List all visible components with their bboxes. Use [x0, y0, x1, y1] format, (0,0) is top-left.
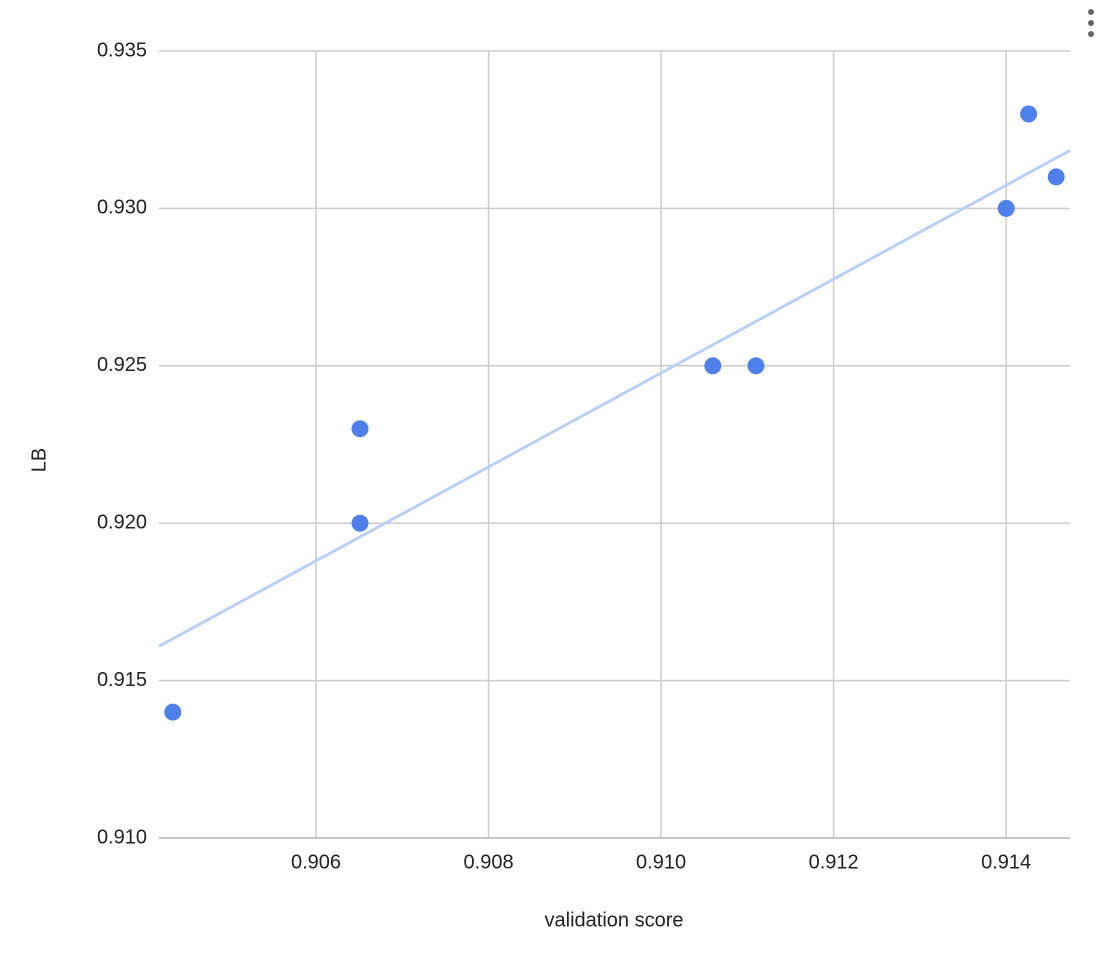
point	[704, 357, 722, 375]
point	[1020, 105, 1038, 123]
trendline	[158, 149, 1071, 648]
y-tick-label: 0.920	[97, 511, 147, 533]
point	[997, 199, 1015, 217]
point	[351, 514, 369, 532]
point	[351, 420, 369, 438]
y-tick-label: 0.925	[97, 354, 147, 376]
y-tick-label: 0.935	[97, 39, 147, 61]
point	[747, 357, 765, 375]
x-tick-label: 0.910	[636, 851, 686, 873]
x-tick-label: 0.906	[291, 851, 341, 873]
menu-icon[interactable]	[1088, 9, 1094, 37]
point	[164, 703, 182, 721]
y-tick-label: 0.915	[97, 669, 147, 691]
x-tick-label: 0.914	[981, 851, 1031, 873]
y-tick-label: 0.930	[97, 197, 147, 219]
y-axis-title: LB	[28, 448, 50, 472]
x-tick-label: 0.908	[464, 851, 514, 873]
point	[1047, 168, 1065, 186]
x-axis-title: validation score	[545, 909, 684, 931]
y-tick-label: 0.910	[97, 826, 147, 848]
x-tick-label: 0.912	[809, 851, 859, 873]
